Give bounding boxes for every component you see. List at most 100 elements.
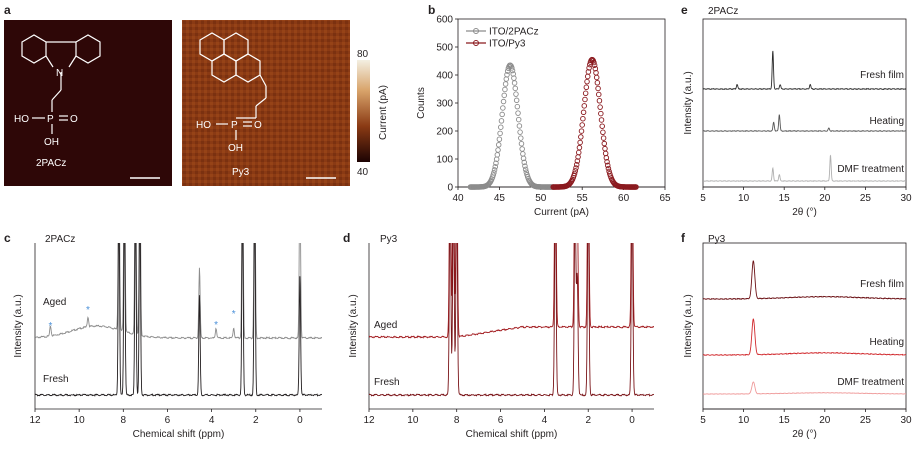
panel-b-point bbox=[596, 98, 603, 104]
nitrogen-label: N bbox=[56, 68, 63, 79]
panel-c-star: * bbox=[232, 309, 236, 320]
panel-b-point bbox=[515, 116, 522, 123]
afm-image-2pacz bbox=[4, 20, 172, 186]
panel-b-point bbox=[500, 105, 506, 111]
colorbar-label: Current (pA) bbox=[378, 85, 389, 140]
panel-b-point bbox=[598, 110, 604, 117]
panel-d-title: Py3 bbox=[380, 234, 398, 245]
panel-b-y-tick-label: 600 bbox=[436, 15, 453, 26]
panel-b-point bbox=[518, 135, 524, 141]
panel-c-x-label: Chemical shift (ppm) bbox=[133, 429, 225, 440]
panel-d-series-label: Aged bbox=[374, 320, 397, 331]
panel-b-point bbox=[511, 80, 518, 86]
panel-e-label: e bbox=[681, 3, 688, 17]
panel-c-x-tick-label: 10 bbox=[74, 415, 86, 426]
panel-b-point bbox=[501, 92, 507, 99]
panel-b-series-1 bbox=[550, 56, 639, 190]
panel-b-x-label: Current (pA) bbox=[534, 207, 589, 218]
panel-c-series-label: Fresh bbox=[43, 374, 69, 385]
panel-b-point bbox=[580, 115, 586, 122]
panel-b-point bbox=[579, 122, 585, 128]
panel-e: e 2PACz 5 10 15 20 25 30 2θ (°) Intensity (a.u.) F… bbox=[681, 3, 912, 218]
panel-b-point bbox=[498, 124, 504, 130]
panel-b-y-tick-label: 100 bbox=[436, 155, 453, 166]
panel-e-x-label: 2θ (°) bbox=[792, 207, 817, 218]
panel-c-trace-0 bbox=[35, 243, 322, 340]
panel-b-x-tick-label: 65 bbox=[659, 193, 671, 204]
panel-f-trace-0 bbox=[703, 260, 906, 300]
panel-b-point bbox=[506, 63, 512, 70]
panel-b-point bbox=[605, 165, 612, 172]
panel-b-point bbox=[602, 145, 608, 152]
panel-f-x-tick-label: 30 bbox=[900, 415, 912, 426]
panel-b-point bbox=[604, 162, 611, 169]
panel-e-x-tick-label: 15 bbox=[779, 193, 791, 204]
panel-b-point bbox=[580, 109, 587, 116]
panel-b-point bbox=[585, 69, 592, 75]
right-oh-label: OH bbox=[228, 143, 243, 154]
panel-b-x-tick-label: 55 bbox=[577, 193, 589, 204]
panel-b-x-tick-label: 45 bbox=[494, 193, 506, 204]
panel-c-x-tick-label: 12 bbox=[29, 415, 41, 426]
panel-b-legend-marker bbox=[473, 28, 479, 34]
panel-b-point bbox=[503, 76, 510, 82]
panel-c-star: * bbox=[214, 320, 218, 331]
left-p-label: P bbox=[47, 114, 54, 125]
panel-e-series-label: Fresh film bbox=[860, 70, 904, 81]
panel-b-point bbox=[509, 67, 516, 74]
panel-f-x-tick-label: 20 bbox=[819, 415, 831, 426]
panel-b-series-0 bbox=[467, 62, 556, 190]
panel-d-trace-0 bbox=[369, 243, 654, 339]
right-p-label: P bbox=[231, 120, 238, 131]
left-oh-label: OH bbox=[44, 137, 59, 148]
panel-c-title: 2PACz bbox=[45, 234, 75, 245]
panel-b-point bbox=[573, 165, 579, 171]
panel-f-label: f bbox=[681, 231, 686, 245]
panel-f-y-label: Intensity (a.u.) bbox=[683, 294, 694, 357]
panel-b-point bbox=[591, 59, 597, 66]
panel-b-label: b bbox=[428, 3, 435, 17]
panel-e-x-tick-label: 20 bbox=[819, 193, 831, 204]
panel-b-point bbox=[597, 104, 603, 110]
panel-b-point bbox=[582, 96, 588, 103]
panel-b-y-tick-label: 500 bbox=[436, 43, 453, 54]
label-2pacz: 2PACz bbox=[36, 158, 66, 169]
panel-b-point bbox=[514, 103, 521, 110]
panel-b-point bbox=[504, 71, 510, 78]
panel-c-x-tick-label: 0 bbox=[297, 415, 303, 426]
panel-b-x-tick-label: 60 bbox=[618, 193, 630, 204]
left-ho-label: HO bbox=[14, 114, 29, 125]
label-py3: Py3 bbox=[232, 167, 250, 178]
panel-b-point bbox=[574, 158, 581, 164]
panel-b-x-tick-label: 40 bbox=[452, 193, 464, 204]
panel-b-point bbox=[500, 98, 507, 105]
panel-b-point bbox=[507, 62, 514, 69]
panel-d-x-tick-label: 6 bbox=[498, 415, 504, 426]
panel-e-x-tick-label: 10 bbox=[738, 193, 750, 204]
panel-b-point bbox=[515, 110, 521, 116]
panel-b-point bbox=[596, 91, 602, 98]
panel-b-point bbox=[498, 118, 505, 124]
panel-d-x-tick-label: 0 bbox=[629, 415, 635, 426]
panel-b-point bbox=[496, 136, 503, 142]
panel-b-x-tick-label: 50 bbox=[535, 193, 547, 204]
panel-e-x-tick-label: 5 bbox=[700, 193, 706, 204]
panel-b-point bbox=[598, 117, 605, 123]
panel-d-label: d bbox=[343, 231, 350, 245]
panel-c-series-label: Aged bbox=[43, 297, 66, 308]
panel-e-trace-2 bbox=[703, 154, 906, 182]
panel-c-x-tick-label: 4 bbox=[209, 415, 215, 426]
panel-b-point bbox=[520, 151, 526, 157]
panel-b-point bbox=[502, 86, 508, 93]
molecule-py3 bbox=[199, 32, 267, 140]
panel-b-y-tick-label: 300 bbox=[436, 99, 453, 110]
panel-b-y-label: Counts bbox=[416, 87, 427, 119]
panel-b-point bbox=[497, 130, 503, 137]
panel-e-series-label: Heating bbox=[870, 116, 904, 127]
panel-c-label: c bbox=[4, 231, 11, 245]
panel-b-point bbox=[495, 142, 502, 148]
panel-b-point bbox=[573, 161, 580, 168]
afm-texture bbox=[182, 20, 350, 186]
panel-f-series-label: DMF treatment bbox=[837, 377, 904, 388]
